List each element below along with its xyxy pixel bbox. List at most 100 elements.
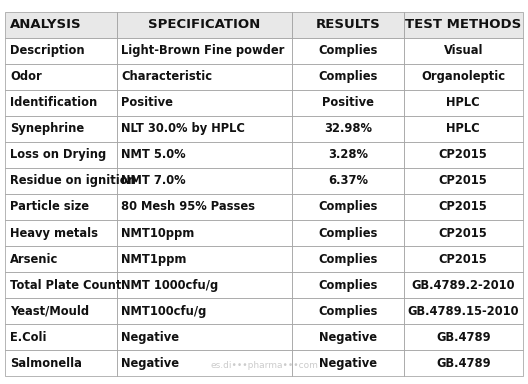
Bar (293, 90, 404, 116)
Bar (404, 142, 523, 168)
Text: Negative: Negative (319, 357, 377, 370)
Bar (404, 194, 523, 220)
Text: HPLC: HPLC (446, 122, 480, 135)
Bar (117, 194, 293, 220)
Bar (293, 298, 404, 324)
Bar (117, 64, 293, 90)
Text: Complies: Complies (318, 227, 378, 240)
Bar (293, 350, 404, 376)
Bar (293, 324, 404, 350)
Bar (117, 38, 293, 64)
Bar (5, 324, 117, 350)
Bar (117, 298, 293, 324)
Text: Negative: Negative (319, 331, 377, 344)
Text: NMT 7.0%: NMT 7.0% (121, 174, 186, 187)
Bar (404, 168, 523, 194)
Text: 6.37%: 6.37% (328, 174, 368, 187)
Text: GB.4789.15-2010: GB.4789.15-2010 (408, 305, 519, 318)
Text: Loss on Drying: Loss on Drying (10, 148, 106, 161)
Text: E.Coli: E.Coli (10, 331, 46, 344)
Text: Synephrine: Synephrine (10, 122, 84, 135)
Bar (293, 64, 404, 90)
Text: Light-Brown Fine powder: Light-Brown Fine powder (121, 44, 285, 57)
Text: Salmonella: Salmonella (10, 357, 82, 370)
Text: NMT10ppm: NMT10ppm (121, 227, 195, 240)
Bar (117, 12, 293, 38)
Text: CP2015: CP2015 (439, 253, 487, 266)
Text: HPLC: HPLC (446, 96, 480, 109)
Text: Identification: Identification (10, 96, 97, 109)
Text: Complies: Complies (318, 279, 378, 291)
Bar (117, 246, 293, 272)
Text: Positive: Positive (322, 96, 374, 109)
Bar (293, 194, 404, 220)
Text: Description: Description (10, 44, 84, 57)
Text: Residue on ignition: Residue on ignition (10, 174, 136, 187)
Text: Characteristic: Characteristic (121, 70, 212, 83)
Bar (404, 12, 523, 38)
Bar (117, 90, 293, 116)
Bar (117, 324, 293, 350)
Bar (5, 246, 117, 272)
Bar (5, 272, 117, 298)
Text: Positive: Positive (121, 96, 173, 109)
Bar (5, 350, 117, 376)
Text: Visual: Visual (444, 44, 483, 57)
Text: GB.4789: GB.4789 (436, 331, 491, 344)
Bar (293, 142, 404, 168)
Bar (5, 142, 117, 168)
Bar (117, 116, 293, 142)
Bar (404, 38, 523, 64)
Bar (293, 168, 404, 194)
Text: Complies: Complies (318, 70, 378, 83)
Bar (5, 116, 117, 142)
Text: ANALYSIS: ANALYSIS (10, 18, 82, 31)
Bar (293, 12, 404, 38)
Bar (404, 64, 523, 90)
Bar (404, 246, 523, 272)
Bar (404, 272, 523, 298)
Text: RESULTS: RESULTS (316, 18, 381, 31)
Bar (293, 272, 404, 298)
Text: NLT 30.0% by HPLC: NLT 30.0% by HPLC (121, 122, 245, 135)
Bar (293, 116, 404, 142)
Bar (5, 298, 117, 324)
Bar (404, 324, 523, 350)
Bar (404, 90, 523, 116)
Bar (404, 298, 523, 324)
Bar (5, 64, 117, 90)
Text: Total Plate Count: Total Plate Count (10, 279, 121, 291)
Text: CP2015: CP2015 (439, 148, 487, 161)
Bar (5, 90, 117, 116)
Text: Complies: Complies (318, 200, 378, 214)
Bar (117, 142, 293, 168)
Text: Complies: Complies (318, 253, 378, 266)
Text: 32.98%: 32.98% (324, 122, 372, 135)
Bar (293, 38, 404, 64)
Bar (404, 220, 523, 246)
Text: GB.4789: GB.4789 (436, 357, 491, 370)
Bar (293, 220, 404, 246)
Text: NMT1ppm: NMT1ppm (121, 253, 187, 266)
Text: Negative: Negative (121, 331, 180, 344)
Bar (5, 12, 117, 38)
Text: Odor: Odor (10, 70, 42, 83)
Text: TEST METHODS: TEST METHODS (405, 18, 521, 31)
Text: Yeast/Mould: Yeast/Mould (10, 305, 89, 318)
Bar (5, 220, 117, 246)
Bar (117, 168, 293, 194)
Bar (404, 116, 523, 142)
Bar (293, 246, 404, 272)
Text: Particle size: Particle size (10, 200, 89, 214)
Text: SPECIFICATION: SPECIFICATION (148, 18, 261, 31)
Bar (404, 350, 523, 376)
Text: 3.28%: 3.28% (328, 148, 368, 161)
Bar (5, 168, 117, 194)
Text: CP2015: CP2015 (439, 174, 487, 187)
Bar (117, 272, 293, 298)
Text: es.di•••pharma•••com: es.di•••pharma•••com (210, 361, 318, 371)
Bar (5, 38, 117, 64)
Text: NMT 5.0%: NMT 5.0% (121, 148, 186, 161)
Text: Complies: Complies (318, 305, 378, 318)
Bar (5, 194, 117, 220)
